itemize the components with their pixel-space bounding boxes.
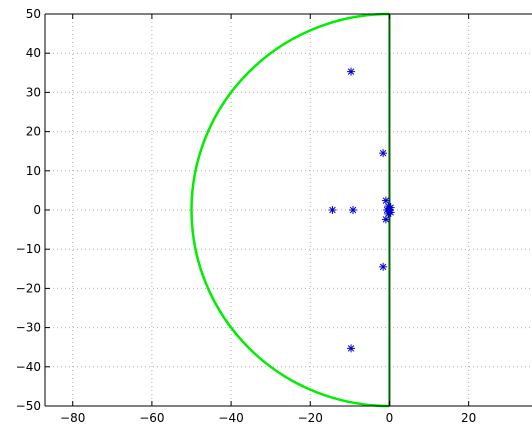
- data-point: [385, 206, 394, 214]
- semicircle-boundary: [190, 12, 390, 408]
- data-point: [347, 67, 356, 76]
- y-tick-labels: −50 −40 −30 −20 −10 0 10 20 30 40 50: [16, 7, 41, 413]
- plot-area: [45, 14, 532, 406]
- y-tick-label: −50: [16, 399, 41, 413]
- x-tick-label: 0: [386, 411, 394, 425]
- data-points: [328, 67, 395, 353]
- x-tick-label: −40: [218, 411, 243, 425]
- y-tick-label: 20: [26, 125, 41, 139]
- data-point: [349, 206, 358, 214]
- axes-frame: [44, 13, 532, 407]
- y-tick-label: −40: [16, 360, 41, 374]
- y-tick-label: 40: [26, 46, 41, 60]
- y-tick-label: 0: [33, 203, 41, 217]
- y-tick-label: −10: [16, 242, 41, 256]
- x-tick-label: 20: [461, 411, 476, 425]
- data-point: [379, 262, 388, 271]
- y-tick-label: 10: [26, 164, 41, 178]
- y-tick-label: 50: [26, 7, 41, 21]
- y-tick-label: −30: [16, 321, 41, 335]
- data-point: [328, 206, 337, 214]
- x-tick-label: −60: [139, 411, 164, 425]
- x-tick-labels: −80 −60 −40 −20 0 20: [60, 411, 476, 425]
- x-tick-label: −20: [298, 411, 323, 425]
- y-tick-label: −20: [16, 281, 41, 295]
- y-tick-label: 30: [26, 85, 41, 99]
- data-point: [347, 344, 356, 353]
- data-point: [379, 149, 388, 158]
- x-tick-label: −80: [60, 411, 85, 425]
